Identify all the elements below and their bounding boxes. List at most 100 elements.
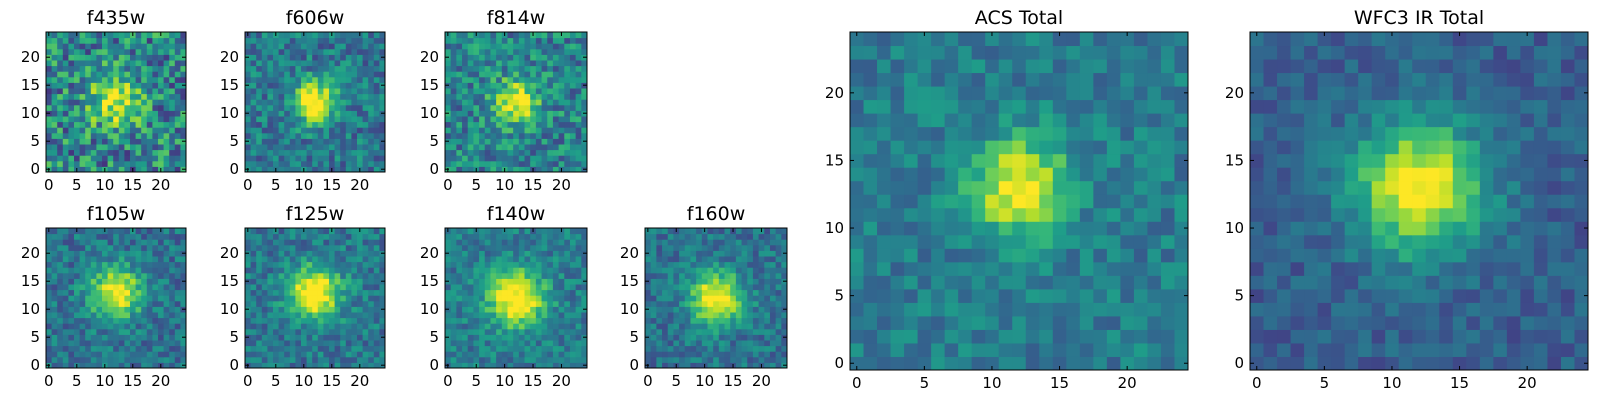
heatmap-cell — [118, 345, 125, 352]
heatmap-cell — [718, 295, 726, 302]
heatmap-cell — [46, 132, 53, 139]
heatmap-cell — [180, 60, 187, 67]
heatmap-cell — [467, 267, 474, 274]
heatmap-cell — [317, 149, 324, 156]
heatmap-cell — [1012, 180, 1027, 195]
heatmap-cell — [51, 284, 58, 291]
heatmap-cell — [581, 104, 588, 111]
heatmap-cell — [758, 306, 765, 313]
heatmap-cell — [450, 132, 457, 139]
heatmap-cell — [552, 345, 560, 352]
heatmap-cell — [96, 328, 103, 335]
heatmap-cell — [518, 228, 526, 235]
heatmap-cell — [180, 295, 187, 302]
heatmap-cell — [245, 160, 252, 167]
heatmap-cell — [51, 233, 58, 240]
heatmap-cell — [334, 43, 341, 50]
heatmap-cell — [295, 71, 302, 78]
heatmap-cell — [301, 144, 308, 151]
heatmap-cell — [118, 76, 125, 83]
heatmap-cell — [284, 267, 291, 274]
heatmap-cell — [769, 317, 777, 324]
heatmap-cell — [130, 116, 137, 123]
heatmap-cell — [250, 356, 257, 363]
axes-frame — [244, 31, 386, 173]
heatmap-cell — [250, 166, 257, 173]
x-tick-label: 0 — [44, 176, 54, 194]
heatmap-cell — [107, 244, 114, 251]
heatmap-cell — [467, 250, 474, 257]
heatmap-cell — [250, 312, 257, 319]
heatmap-cell — [741, 278, 748, 285]
heatmap-cell — [985, 207, 1000, 222]
heatmap-cell — [581, 244, 588, 251]
heatmap-cell — [1120, 315, 1135, 330]
heatmap-cell — [306, 43, 313, 50]
heatmap-cell — [581, 60, 588, 67]
heatmap-cell — [278, 127, 285, 134]
heatmap-cell — [507, 323, 514, 330]
heatmap-cell — [245, 356, 252, 363]
heatmap-cell — [575, 82, 582, 89]
heatmap-cell — [558, 43, 565, 50]
heatmap-cell — [295, 323, 302, 330]
heatmap-cell — [890, 261, 905, 276]
heatmap-cell — [368, 351, 375, 358]
heatmap-cell — [650, 233, 657, 240]
heatmap-cell — [781, 244, 788, 251]
heatmap-cell — [373, 300, 380, 307]
heatmap-cell — [256, 60, 263, 67]
heatmap-cell — [513, 110, 520, 117]
heatmap-cell — [102, 99, 109, 106]
heatmap-cell — [373, 345, 380, 352]
heatmap-cell — [79, 37, 86, 44]
heatmap-cell — [713, 250, 720, 257]
heatmap-cell — [306, 144, 313, 151]
heatmap-cell — [323, 351, 330, 358]
heatmap-cell — [284, 239, 291, 246]
heatmap-cell — [524, 104, 531, 111]
heatmap-cell — [141, 289, 148, 296]
heatmap-cell — [90, 256, 97, 263]
heatmap-cell — [650, 317, 657, 324]
heatmap-cell — [130, 323, 137, 330]
heatmap-cell — [289, 228, 296, 235]
heatmap-cell — [524, 88, 531, 95]
heatmap-cell — [68, 88, 75, 95]
heatmap-cell — [169, 71, 176, 78]
heatmap-cell — [295, 54, 302, 61]
heatmap-cell — [152, 328, 159, 335]
heatmap-cell — [124, 54, 131, 61]
heatmap-cell — [345, 244, 352, 251]
heatmap-cell — [747, 261, 754, 268]
heatmap-cell — [971, 194, 986, 209]
heatmap-cell — [518, 295, 526, 302]
heatmap-cell — [696, 334, 703, 341]
heatmap-cell — [917, 180, 932, 195]
heatmap-cell — [467, 356, 474, 363]
heatmap-cell — [450, 233, 457, 240]
heatmap-cell — [971, 167, 986, 182]
heatmap-cell — [713, 278, 720, 285]
heatmap-cell — [513, 328, 520, 335]
heatmap-cell — [684, 356, 691, 363]
heatmap-cell — [163, 362, 170, 369]
heatmap-cell — [1025, 180, 1040, 195]
heatmap-cell — [357, 110, 364, 117]
heatmap-cell — [379, 60, 386, 67]
heatmap-cell — [357, 244, 364, 251]
heatmap-cell — [90, 272, 97, 279]
heatmap-cell — [174, 48, 181, 55]
heatmap-cell — [357, 345, 364, 352]
heatmap-cell — [679, 256, 686, 263]
heatmap-cell — [107, 328, 114, 335]
heatmap-cell — [74, 317, 81, 324]
heatmap-cell — [174, 267, 181, 274]
heatmap-cell — [479, 166, 486, 173]
heatmap-cell — [169, 110, 176, 117]
heatmap-cell — [79, 32, 86, 39]
heatmap-cell — [163, 88, 170, 95]
heatmap-cell — [79, 127, 86, 134]
heatmap-cell — [174, 356, 181, 363]
heatmap-cell — [334, 306, 341, 313]
